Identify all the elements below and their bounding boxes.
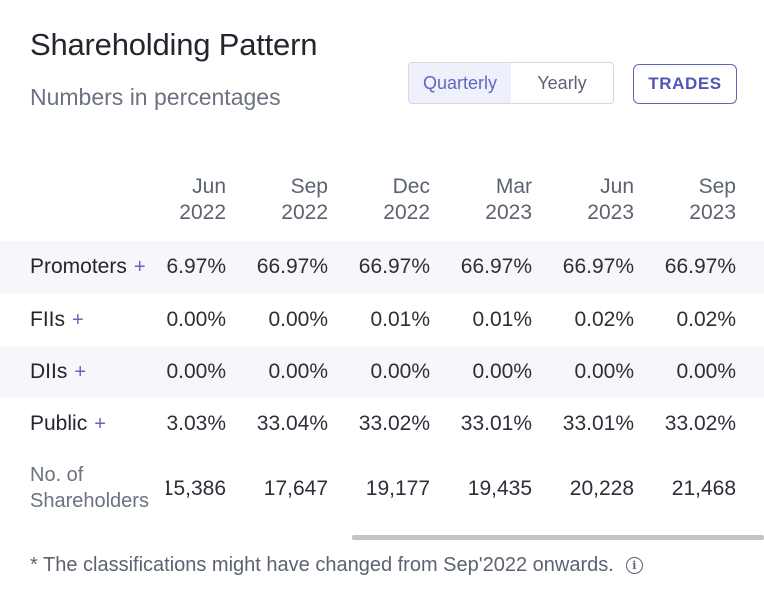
- table-cell: 15,386: [166, 477, 226, 500]
- table-cell: 66.97%: [460, 255, 532, 278]
- table-cell: 0.00%: [166, 308, 226, 331]
- table-cell: 33.03%: [166, 412, 226, 435]
- expand-plus-icon[interactable]: +: [72, 308, 84, 331]
- table-cell: 0.02%: [676, 308, 736, 331]
- table-cell: 33.02%: [664, 412, 736, 435]
- table-cell: 66.97%: [664, 255, 736, 278]
- row-label-diis: DIIs +: [30, 360, 87, 383]
- info-icon[interactable]: i: [625, 557, 643, 574]
- column-header: Jun 2023: [587, 175, 634, 224]
- table-header: Jun 2022 Sep 2022 Dec 2022 Mar 2023 Jun 2023 …: [0, 170, 764, 236]
- table-cell: 66.97%: [562, 255, 634, 278]
- yearly-tab[interactable]: Yearly: [537, 72, 587, 93]
- trades-button[interactable]: TRADES: [633, 64, 737, 104]
- page-subtitle: Numbers in percentages: [30, 84, 281, 110]
- column-header: Mar 2023: [485, 175, 532, 224]
- row-label-fiis: FIIs +: [30, 308, 84, 331]
- table-cell: 0.01%: [472, 308, 532, 331]
- table-cell: 0.00%: [166, 360, 226, 383]
- table-cell: 0.00%: [676, 360, 736, 383]
- table-row: FIIs + 0.00% 0.00% 0.01% 0.01% 0.02% 0.02…: [0, 294, 764, 346]
- table-cell: 19,435: [467, 477, 532, 500]
- row-label-promoters: Promoters +: [30, 255, 146, 278]
- table-row: Promoters+ 66.97% 66.97% 66.97% 66.97% 6…: [0, 241, 764, 293]
- table-cell: 33.04%: [256, 412, 328, 435]
- row-label-shareholders: No. of Shareholders: [30, 464, 149, 512]
- period-toggle: Quarterly Yearly: [408, 62, 614, 104]
- table-cell: 19,177: [365, 477, 430, 500]
- table-cell: 0.00%: [268, 360, 328, 383]
- table-cell: 20,228: [569, 477, 634, 500]
- footnote: * The classifications might have changed…: [30, 554, 643, 577]
- table-cell: 0.00%: [370, 360, 430, 383]
- table-cell: 33.02%: [358, 412, 430, 435]
- table-cell: 0.02%: [574, 308, 634, 331]
- table-cell: 0.00%: [472, 360, 532, 383]
- table-cell: 66.97%: [166, 255, 226, 278]
- quarterly-tab[interactable]: Quarterly: [409, 63, 511, 103]
- table-cell: 21,468: [671, 477, 736, 500]
- column-header: Sep 2023: [689, 175, 736, 224]
- row-label-public: Public +: [30, 412, 106, 435]
- table-cell: 0.00%: [268, 308, 328, 331]
- shareholding-table: Jun 2022 Sep 2022 Dec 2022 Mar 2023 Jun 2023 …: [0, 170, 764, 530]
- table-row: Public+ 33.03% 33.04% 33.02% 33.01% 33.0…: [0, 398, 764, 450]
- table-cell: 0.01%: [370, 308, 430, 331]
- table-cell: 17,647: [263, 477, 328, 500]
- table-cell: 0.00%: [574, 360, 634, 383]
- table-row: No. of Shareholders 15,386 17,647 19,177 …: [0, 462, 764, 516]
- table-cell: 66.97%: [358, 255, 430, 278]
- table-row: DIIs + 0.00% 0.00% 0.00% 0.00% 0.00% 0.00…: [0, 346, 764, 398]
- expand-plus-icon[interactable]: +: [94, 412, 106, 435]
- page-title: Shareholding Pattern: [30, 27, 318, 62]
- column-header: Dec 2022: [383, 175, 430, 224]
- table-cell: 33.01%: [460, 412, 532, 435]
- horizontal-scrollbar[interactable]: [352, 535, 764, 540]
- column-header: Sep 2022: [281, 175, 328, 224]
- column-header: Jun 2022: [179, 175, 226, 224]
- table-cell: 66.97%: [256, 255, 328, 278]
- footnote-text: * The classifications might have changed…: [30, 554, 614, 576]
- expand-plus-icon[interactable]: +: [74, 360, 87, 383]
- expand-plus-icon[interactable]: +: [133, 255, 146, 278]
- table-cell: 33.01%: [562, 412, 634, 435]
